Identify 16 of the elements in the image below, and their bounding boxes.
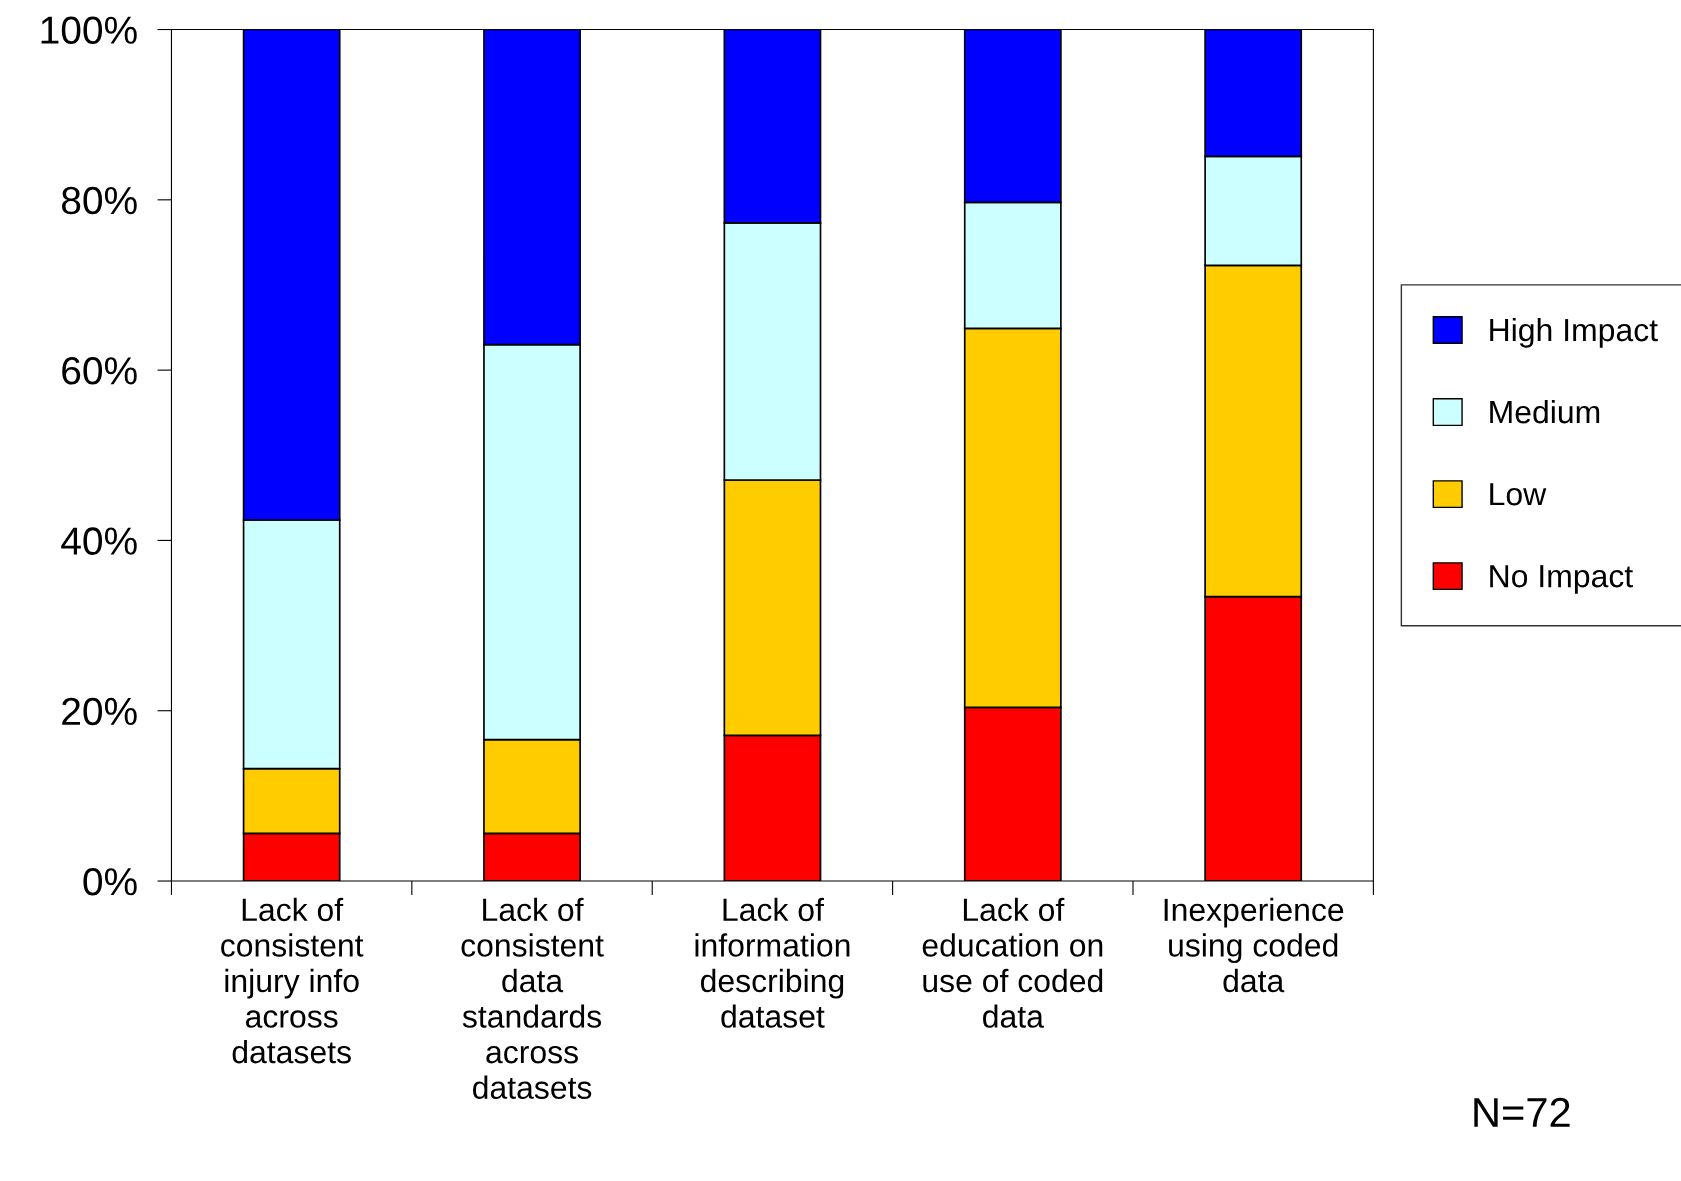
text: N=72 bbox=[1474, 1097, 1570, 1127]
x-tick-label: Lack of education on use of coded data bbox=[922, 897, 1103, 1028]
x-tick-label: Lack of consistent injury info across datasets bbox=[221, 897, 364, 1064]
legend-label: High Impact bbox=[1490, 317, 1658, 348]
y-tick-label: 60% bbox=[62, 357, 137, 385]
x-tick-label: Lack of information describing dataset bbox=[695, 897, 850, 1028]
y-tick-label: 40% bbox=[61, 527, 137, 555]
y-tick-label: 0% bbox=[83, 867, 137, 896]
y-tick-label: 100% bbox=[41, 16, 137, 44]
legend-label: Medium bbox=[1490, 399, 1600, 424]
legend-label: Low bbox=[1490, 483, 1547, 506]
x-tick-label: Lack of consistent data standards across datasets bbox=[461, 897, 604, 1099]
y-tick-label: 80% bbox=[61, 186, 137, 215]
legend-label: No Impact bbox=[1490, 565, 1633, 594]
y-tick-label: 20% bbox=[62, 697, 137, 726]
x-tick-label: Inexperience using coded data bbox=[1164, 897, 1344, 993]
